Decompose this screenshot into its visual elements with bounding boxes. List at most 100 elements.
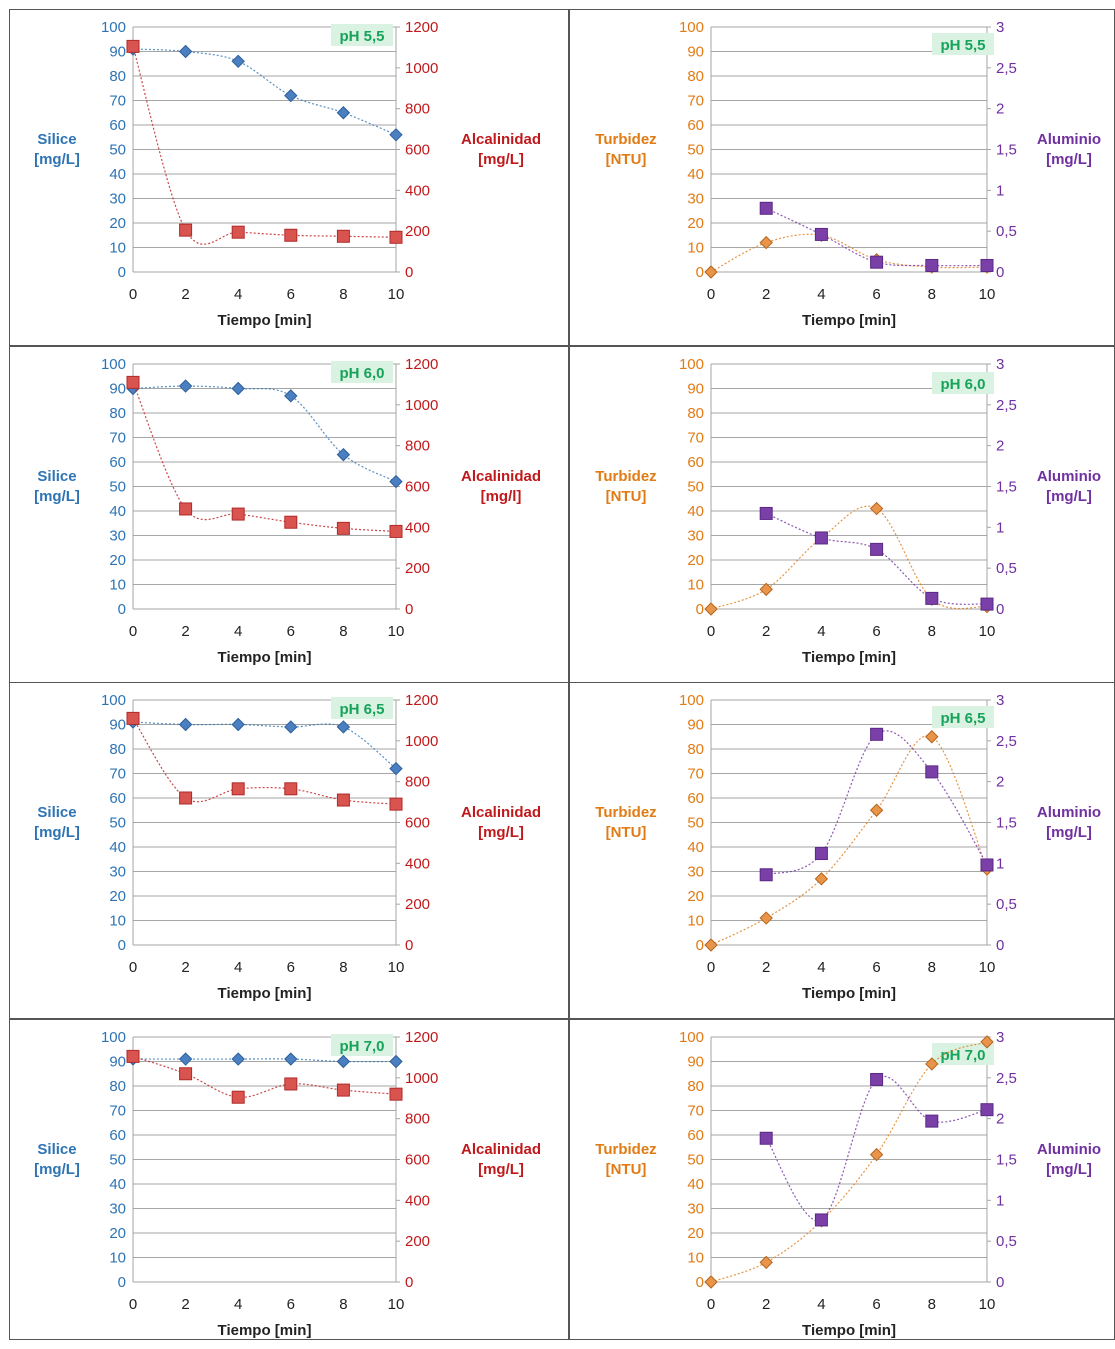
- x-tick-label: 6: [872, 623, 880, 640]
- alcalinidad-point: [126, 39, 140, 53]
- left-tick-label: 100: [679, 692, 704, 709]
- right-axis-title: [mg/L]: [1046, 824, 1092, 841]
- right-tick-label: 2,5: [996, 397, 1017, 414]
- left-tick-label: 30: [687, 191, 704, 208]
- x-axis-title: Tiempo [min]: [802, 312, 896, 329]
- left-tick-label: 50: [109, 1152, 126, 1169]
- x-tick-label: 2: [762, 623, 770, 640]
- x-tick-label: 0: [707, 286, 715, 303]
- silice-trend-line: [132, 721, 397, 770]
- turbidez-trend-line: [710, 1041, 988, 1283]
- left-tick-label: 40: [109, 1176, 126, 1193]
- right-tick-label: 1: [996, 519, 1004, 536]
- right-tick-label: 3: [996, 1029, 1004, 1046]
- aluminio-point: [870, 255, 884, 269]
- alcalinidad-point: [389, 1087, 403, 1101]
- ph-badge-bg: [932, 33, 994, 55]
- left-tick-label: 50: [109, 815, 126, 832]
- alcalinidad-point: [336, 793, 350, 807]
- chart-panel-5: 0102030405060708090100020040060080010001…: [34, 692, 541, 1002]
- ph-badge-bg: [331, 697, 393, 719]
- right-tick-label: 1,5: [996, 1152, 1017, 1169]
- silice-point: [336, 106, 351, 120]
- chart-panel-3: 0102030405060708090100020040060080010001…: [34, 356, 541, 666]
- left-tick-label: 0: [118, 1274, 126, 1291]
- left-tick-label: 60: [109, 1127, 126, 1144]
- alcalinidad-point: [389, 230, 403, 244]
- x-tick-label: 8: [339, 286, 347, 303]
- left-axis-title: Silice: [37, 1141, 76, 1158]
- right-tick-label: 400: [405, 182, 430, 199]
- ph-label: pH 6,5: [339, 701, 384, 718]
- left-axis-title: [NTU]: [606, 1161, 647, 1178]
- right-tick-label: 1200: [405, 692, 438, 709]
- left-tick-label: 90: [687, 381, 704, 398]
- right-axis-title: [mg/L]: [1046, 1161, 1092, 1178]
- silice-point: [284, 88, 298, 103]
- silice-point: [389, 761, 403, 776]
- right-tick-label: 0,5: [996, 560, 1017, 577]
- right-axis-title: Alcalinidad: [461, 131, 541, 148]
- right-tick-label: 1000: [405, 397, 438, 414]
- right-tick-label: 600: [405, 815, 430, 832]
- left-axis-title: Turbidez: [595, 131, 656, 148]
- aluminio-point: [814, 1213, 828, 1227]
- alcalinidad-trend-line: [132, 718, 397, 805]
- right-tick-label: 1,5: [996, 479, 1017, 496]
- x-tick-label: 8: [928, 1296, 936, 1313]
- x-tick-label: 0: [129, 1296, 137, 1313]
- right-tick-label: 200: [405, 1233, 430, 1250]
- aluminio-point: [925, 1114, 939, 1128]
- left-tick-label: 70: [109, 766, 126, 783]
- x-tick-label: 2: [181, 623, 189, 640]
- left-axis-title: [NTU]: [606, 488, 647, 505]
- left-tick-label: 20: [687, 215, 704, 232]
- left-tick-label: 20: [687, 888, 704, 905]
- left-tick-label: 80: [687, 741, 704, 758]
- aluminio-point: [870, 542, 884, 556]
- left-tick-label: 50: [687, 142, 704, 159]
- silice-point: [284, 720, 298, 734]
- alcalinidad-trend-line: [132, 382, 397, 533]
- panel-frame: [9, 9, 569, 346]
- alcalinidad-point: [336, 1083, 350, 1097]
- aluminio-point: [814, 531, 828, 545]
- silice-trend-line: [132, 385, 397, 483]
- turbidez-point: [869, 501, 884, 516]
- alcalinidad-point: [179, 791, 193, 805]
- right-tick-label: 0,5: [996, 223, 1017, 240]
- right-tick-label: 400: [405, 1192, 430, 1209]
- alcalinidad-point: [179, 1067, 193, 1081]
- right-tick-label: 0: [405, 1274, 413, 1291]
- right-tick-label: 600: [405, 142, 430, 159]
- right-tick-label: 0: [996, 601, 1004, 618]
- right-tick-label: 600: [405, 1152, 430, 1169]
- aluminio-point: [814, 227, 828, 241]
- panel-frame: [569, 1019, 1115, 1340]
- left-tick-label: 70: [687, 430, 704, 447]
- left-tick-label: 10: [687, 1250, 704, 1267]
- ph-label: pH 7,0: [940, 1047, 985, 1064]
- right-axis-title: [mg/L]: [478, 151, 524, 168]
- panel-frame: [569, 9, 1115, 346]
- left-tick-label: 60: [687, 117, 704, 134]
- silice-point: [231, 1052, 245, 1066]
- left-axis-title: [NTU]: [606, 151, 647, 168]
- left-tick-label: 60: [109, 454, 126, 471]
- x-tick-label: 8: [339, 1296, 347, 1313]
- right-tick-label: 2: [996, 1111, 1004, 1128]
- aluminio-point: [980, 597, 994, 611]
- left-tick-label: 40: [109, 166, 126, 183]
- left-tick-label: 60: [687, 790, 704, 807]
- left-tick-label: 90: [687, 717, 704, 734]
- x-tick-label: 0: [129, 623, 137, 640]
- silice-point: [336, 447, 351, 462]
- left-tick-label: 70: [109, 1103, 126, 1120]
- left-tick-label: 40: [109, 503, 126, 520]
- right-tick-label: 1: [996, 182, 1004, 199]
- alcalinidad-point: [126, 1049, 140, 1063]
- x-axis-title: Tiempo [min]: [802, 649, 896, 666]
- right-axis-title: Alcalinidad: [461, 1141, 541, 1158]
- left-axis-title: [mg/L]: [34, 151, 80, 168]
- alcalinidad-point: [126, 375, 140, 389]
